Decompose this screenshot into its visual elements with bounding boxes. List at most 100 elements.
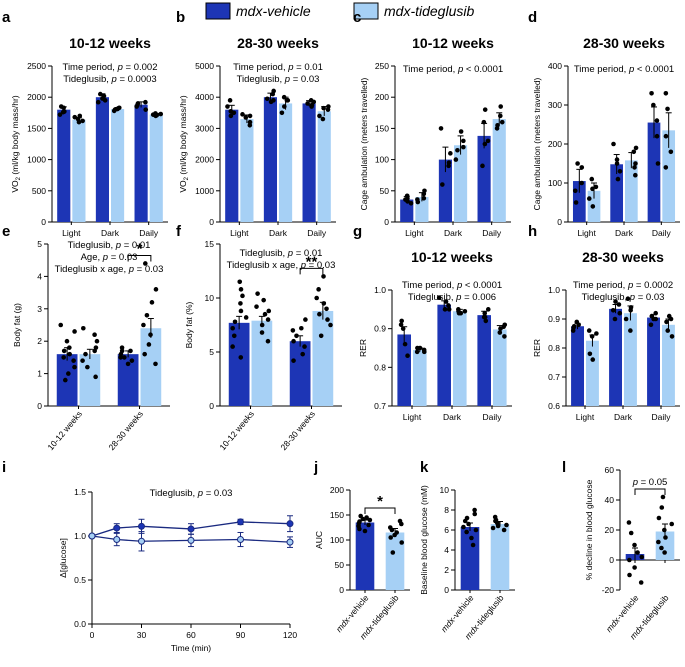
data-point [291,338,296,344]
data-point [399,318,404,324]
y-tick-label: 0.5 [74,575,86,585]
data-point [653,316,659,322]
x-tick-label: 0 [90,630,95,640]
data-point [632,165,637,170]
data-point [656,539,661,545]
data-point [575,161,580,166]
data-point [314,295,319,301]
panel-letter: l [562,459,566,476]
data-point [611,141,616,147]
data-point [305,101,310,106]
data-point [473,527,479,533]
data-point [80,358,85,363]
data-point [58,104,64,109]
data-point [615,176,621,182]
data-point [498,104,504,109]
y-axis-label: RER [358,339,368,357]
y-tick-label: 0.6 [548,401,560,411]
data-point [158,111,164,117]
bar [438,159,452,222]
bar [302,103,316,222]
stats-text: Tideglusib, p = 0.01 [68,240,151,251]
y-tick-label: 0 [41,217,46,227]
data-point [485,138,491,144]
data-point [358,513,363,519]
y-tick-label: 3000 [195,123,214,133]
y-tick-label: 100 [375,155,389,165]
significance-label: * [137,240,143,257]
data-point [291,358,296,363]
data-point [142,351,147,357]
data-point [57,112,63,117]
significance-bracket [127,254,152,262]
data-point [446,160,452,166]
bar [317,111,331,222]
data-point [461,524,466,530]
data-point [299,325,304,331]
significance-bracket [634,488,666,495]
data-point [138,522,145,530]
data-point [98,91,103,97]
data-point [638,580,644,585]
data-point [75,116,81,122]
data-point [654,133,660,139]
data-point [502,334,507,339]
data-point [317,113,322,119]
bar [413,349,427,406]
bar [662,324,675,406]
panel-letter: h [528,223,537,240]
stats-text: Time period, p < 0.0001 [403,64,503,75]
data-point [83,351,88,357]
data-point [317,311,322,317]
panel-letter: j [313,459,318,476]
y-tick-label: 1500 [27,123,46,133]
data-point [464,515,470,521]
data-point [632,542,637,548]
data-point [284,98,290,103]
data-point [143,261,148,266]
data-point [639,554,645,560]
y-tick-label: 40 [605,495,615,505]
y-tick-label: 0.9 [548,314,560,324]
y-tick-label: 2000 [27,92,46,102]
data-point [614,161,620,166]
data-point [610,308,616,313]
data-point [651,102,656,108]
data-point [649,313,655,319]
data-point [247,113,253,119]
data-point [448,151,453,156]
stats-text: Tideglusib x age, p = 0.03 [227,260,336,271]
data-point [635,550,640,555]
data-point [281,94,287,100]
data-point [231,333,237,339]
data-point [230,325,235,331]
y-tick-label: 200 [548,139,562,149]
data-point [119,345,125,350]
data-point [438,126,444,131]
data-point [482,310,488,316]
data-point [146,342,152,347]
data-point [238,287,244,292]
data-point [668,316,674,322]
bar [647,122,661,222]
data-point [648,322,654,328]
panel-letter: b [176,9,185,26]
significance-bracket [364,507,396,514]
y-tick-label: 1.5 [74,487,86,497]
bar [134,104,148,222]
y-tick-label: 150 [375,123,389,133]
data-point [469,535,474,541]
stats-text: Tideglusib, p = 0.01 [240,248,323,259]
data-point [472,507,477,513]
data-point [72,364,77,370]
data-point [266,308,272,314]
data-point [61,355,66,360]
data-point [461,144,466,150]
x-tick-label: 28-30 weeks [106,409,145,452]
y-tick-label: 200 [375,92,389,102]
y-tick-label: 0.8 [548,343,560,353]
data-point [455,147,460,153]
bar [647,317,660,406]
data-point [628,530,634,536]
y-tick-label: 10 [440,485,450,495]
